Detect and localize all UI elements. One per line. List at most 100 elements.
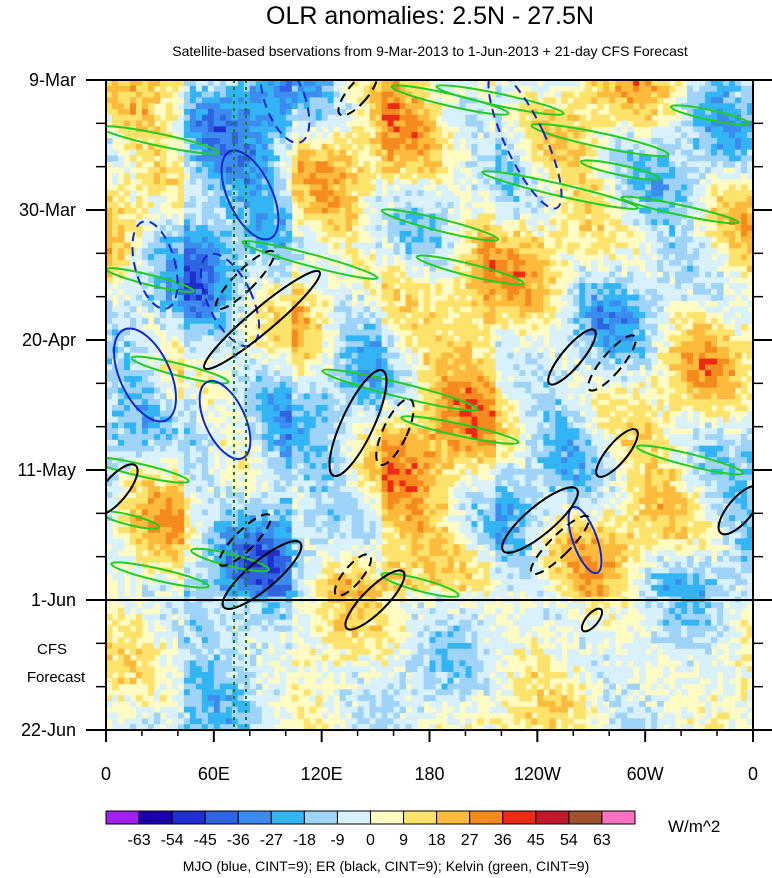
heatmap-cell bbox=[273, 312, 281, 319]
heatmap-cell bbox=[447, 248, 455, 255]
heatmap-cell bbox=[106, 236, 113, 244]
heatmap-cell bbox=[117, 323, 125, 331]
heatmap-cell bbox=[543, 126, 550, 133]
heatmap-cell bbox=[729, 242, 736, 249]
heatmap-cell bbox=[351, 242, 359, 249]
heatmap-cell bbox=[345, 114, 353, 122]
heatmap-cell bbox=[537, 254, 544, 261]
heatmap-cell bbox=[447, 410, 455, 418]
heatmap-cell bbox=[597, 213, 604, 220]
heatmap-cell bbox=[687, 364, 694, 371]
heatmap-cell bbox=[699, 91, 706, 99]
heatmap-cell bbox=[711, 80, 718, 87]
heatmap-cell bbox=[261, 85, 269, 93]
heatmap-cell bbox=[477, 271, 485, 278]
heatmap-cell bbox=[177, 155, 185, 162]
heatmap-cell bbox=[399, 143, 407, 151]
heatmap-cell bbox=[135, 132, 143, 139]
heatmap-cell bbox=[591, 288, 598, 296]
heatmap-cell bbox=[147, 143, 155, 151]
heatmap-cell bbox=[339, 358, 347, 365]
heatmap-cell bbox=[106, 155, 113, 162]
heatmap-cell bbox=[627, 300, 634, 307]
heatmap-cell bbox=[675, 149, 682, 157]
heatmap-cell bbox=[183, 277, 191, 284]
heatmap-cell bbox=[519, 207, 526, 215]
heatmap-cell bbox=[171, 288, 179, 296]
heatmap-cell bbox=[171, 364, 179, 371]
heatmap-cell bbox=[423, 132, 431, 139]
heatmap-cell bbox=[309, 103, 317, 110]
heatmap-cell bbox=[315, 312, 323, 319]
heatmap-cell bbox=[471, 271, 479, 278]
heatmap-cell bbox=[675, 381, 682, 389]
heatmap-cell bbox=[609, 103, 616, 110]
heatmap-cell bbox=[147, 114, 155, 122]
heatmap-cell bbox=[117, 346, 125, 354]
heatmap-cell bbox=[663, 161, 670, 168]
heatmap-cell bbox=[171, 126, 179, 133]
heatmap-cell bbox=[141, 149, 149, 157]
heatmap-cell bbox=[417, 109, 425, 116]
heatmap-cell bbox=[363, 207, 371, 215]
heatmap-cell bbox=[729, 364, 736, 371]
heatmap-cell bbox=[687, 161, 694, 168]
heatmap-cell bbox=[369, 230, 377, 238]
heatmap-cell bbox=[459, 288, 467, 296]
heatmap-cell bbox=[651, 236, 658, 244]
heatmap-cell bbox=[213, 364, 221, 371]
heatmap-cell bbox=[273, 236, 281, 244]
heatmap-cell bbox=[717, 364, 724, 371]
heatmap-cell bbox=[555, 109, 562, 116]
heatmap-cell bbox=[357, 97, 365, 104]
heatmap-cell bbox=[183, 91, 191, 99]
heatmap-cell bbox=[669, 230, 676, 238]
heatmap-cell bbox=[423, 219, 431, 226]
heatmap-cell bbox=[465, 120, 473, 128]
heatmap-cell bbox=[153, 346, 161, 354]
heatmap-cell bbox=[411, 329, 419, 336]
heatmap-cell bbox=[183, 132, 191, 139]
heatmap-cell bbox=[663, 236, 670, 244]
heatmap-cell bbox=[399, 410, 407, 418]
heatmap-cell bbox=[237, 387, 245, 394]
heatmap-cell bbox=[285, 254, 293, 261]
heatmap-cell bbox=[693, 346, 700, 354]
heatmap-cell bbox=[699, 294, 706, 302]
heatmap-cell bbox=[579, 114, 586, 122]
heatmap-cell bbox=[531, 114, 538, 122]
heatmap-cell bbox=[117, 306, 125, 313]
heatmap-cell bbox=[243, 265, 251, 273]
heatmap-cell bbox=[393, 103, 401, 110]
heatmap-cell bbox=[381, 143, 389, 151]
heatmap-cell bbox=[297, 288, 305, 296]
heatmap-cell bbox=[699, 381, 706, 389]
heatmap-cell bbox=[339, 207, 347, 215]
heatmap-cell bbox=[183, 155, 191, 162]
heatmap-cell bbox=[465, 91, 473, 99]
heatmap-cell bbox=[615, 259, 622, 267]
heatmap-cell bbox=[471, 265, 479, 273]
heatmap-cell bbox=[363, 370, 371, 377]
heatmap-cell bbox=[267, 358, 275, 365]
heatmap-cell bbox=[645, 225, 652, 232]
heatmap-cell bbox=[717, 213, 724, 220]
heatmap-cell bbox=[465, 161, 473, 168]
heatmap-cell bbox=[747, 91, 753, 99]
heatmap-cell bbox=[249, 138, 257, 145]
heatmap-cell bbox=[597, 312, 604, 319]
heatmap-cell bbox=[339, 283, 347, 290]
heatmap-cell bbox=[687, 97, 694, 104]
heatmap-cell bbox=[747, 172, 753, 180]
heatmap-cell bbox=[285, 399, 293, 406]
heatmap-cell bbox=[621, 91, 628, 99]
heatmap-cell bbox=[291, 352, 299, 360]
heatmap-cell bbox=[297, 178, 305, 186]
heatmap-cell bbox=[381, 317, 389, 325]
heatmap-cell bbox=[549, 335, 556, 342]
heatmap-cell bbox=[615, 346, 622, 354]
heatmap-cell bbox=[177, 370, 185, 377]
heatmap-cell bbox=[651, 329, 658, 336]
heatmap-cell bbox=[687, 312, 694, 319]
heatmap-cell bbox=[423, 167, 431, 174]
